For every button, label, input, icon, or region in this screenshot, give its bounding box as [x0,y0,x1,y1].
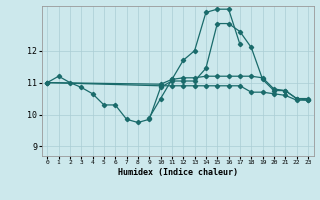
X-axis label: Humidex (Indice chaleur): Humidex (Indice chaleur) [118,168,237,177]
